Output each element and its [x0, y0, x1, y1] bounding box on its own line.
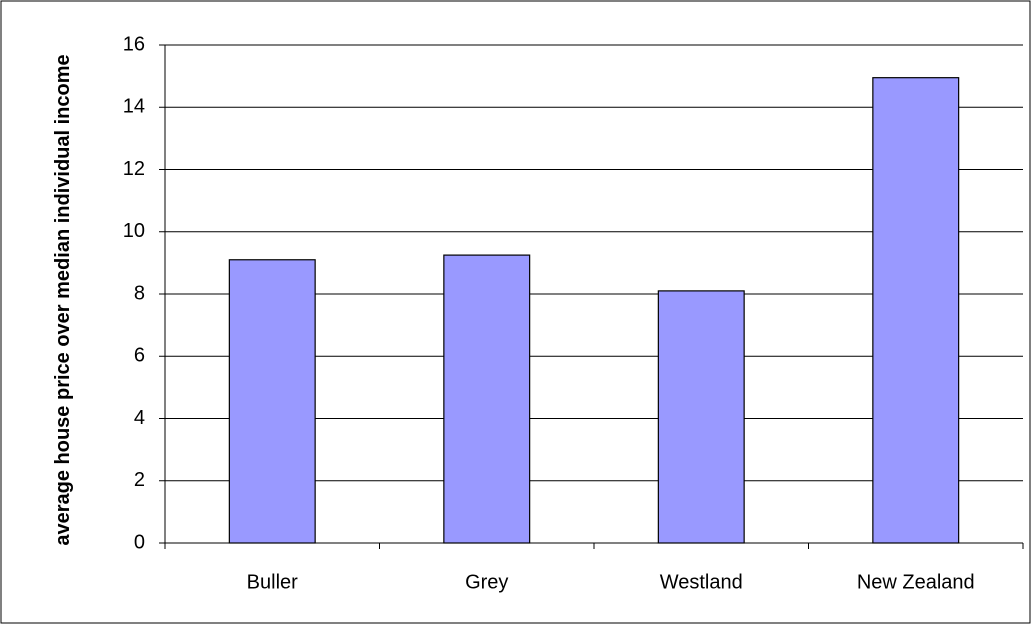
y-tick-label: 14 — [123, 96, 145, 118]
y-tick-label: 6 — [134, 345, 145, 367]
bar — [443, 254, 531, 544]
y-tick-label: 8 — [134, 282, 145, 304]
bar — [657, 290, 745, 544]
y-tick-label: 0 — [134, 531, 145, 553]
bar — [872, 77, 960, 544]
y-tick-label: 10 — [123, 220, 145, 242]
y-tick-label: 12 — [123, 158, 145, 180]
x-tick-label: New Zealand — [857, 571, 975, 593]
y-tick-label: 16 — [123, 33, 145, 55]
x-tick-label: Grey — [465, 571, 508, 593]
x-tick-label: Buller — [247, 571, 298, 593]
y-tick-label: 2 — [134, 469, 145, 491]
x-tick-label: Westland — [660, 571, 743, 593]
y-axis-label: average house price over median individu… — [52, 54, 74, 546]
y-tick-label: 4 — [134, 407, 145, 429]
bar — [228, 259, 316, 544]
